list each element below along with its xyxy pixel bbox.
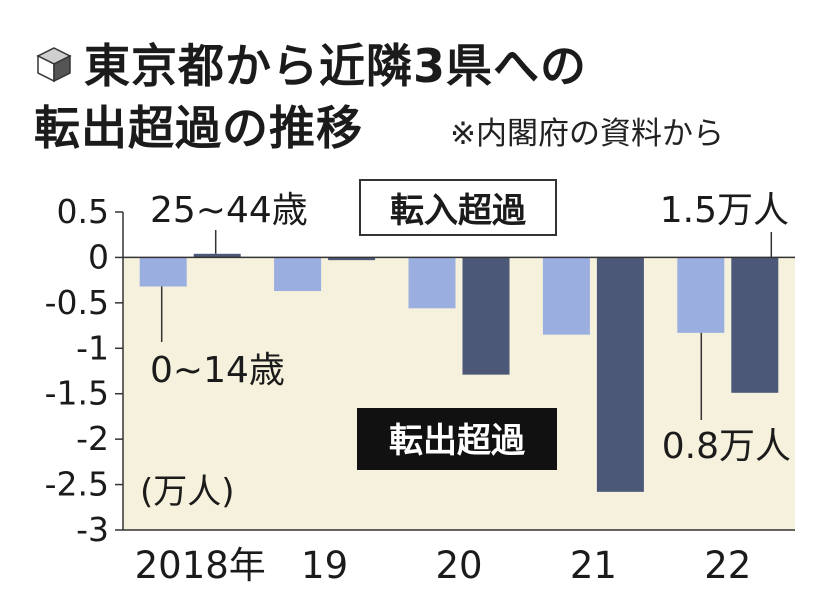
y-tick-label: -2.5 [45, 465, 109, 504]
x-axis: 2018年 19 20 21 22 [123, 529, 795, 587]
x-tick-label: 19 [301, 544, 348, 587]
y-tick-label: -1.5 [45, 374, 109, 413]
bar [542, 257, 590, 335]
inflow-box [359, 179, 557, 236]
series-label-0-14: 0~14歳 [150, 350, 285, 391]
inflow-label: 転入超過 [390, 191, 527, 231]
x-tick-label: 20 [435, 544, 482, 587]
series-label-25-44: 25~44歳 [150, 190, 308, 231]
y-tick-label: 0.5 [57, 192, 109, 231]
callout-25-44: 1.5万人 [660, 190, 789, 231]
y-tick-label: -0.5 [45, 283, 109, 322]
y-tick-label: 0 [88, 237, 109, 276]
bar [139, 257, 187, 287]
outflow-box [357, 408, 557, 470]
source-note: ※内閣府の資料から [450, 116, 724, 152]
bars [139, 253, 779, 492]
bar [596, 257, 644, 492]
bar [193, 253, 241, 258]
bar [274, 257, 322, 292]
x-tick-label: 21 [570, 544, 617, 587]
y-axis: 0.5 0 -0.5 -1 -1.5 -2 -2.5 -3 [45, 192, 124, 549]
bar [731, 257, 779, 393]
cube-icon [36, 47, 72, 83]
y-tick-label: -2 [76, 419, 109, 458]
y-tick-label: -3 [76, 510, 109, 549]
bar [408, 257, 456, 309]
outflow-label: 転出超過 [389, 421, 526, 461]
chart-title-line-2: 転出超過の推移 [34, 101, 363, 155]
chart-title-line-1: 東京都から近隣3県への [84, 39, 588, 93]
unit-label: (万人) [140, 472, 235, 512]
x-tick-label: 22 [704, 544, 751, 587]
bar [677, 257, 725, 333]
x-tick-label: 2018年 [135, 544, 266, 587]
bar [328, 257, 376, 261]
bar [462, 257, 510, 375]
callout-0-14: 0.8万人 [662, 426, 791, 467]
y-tick-label: -1 [76, 328, 109, 367]
